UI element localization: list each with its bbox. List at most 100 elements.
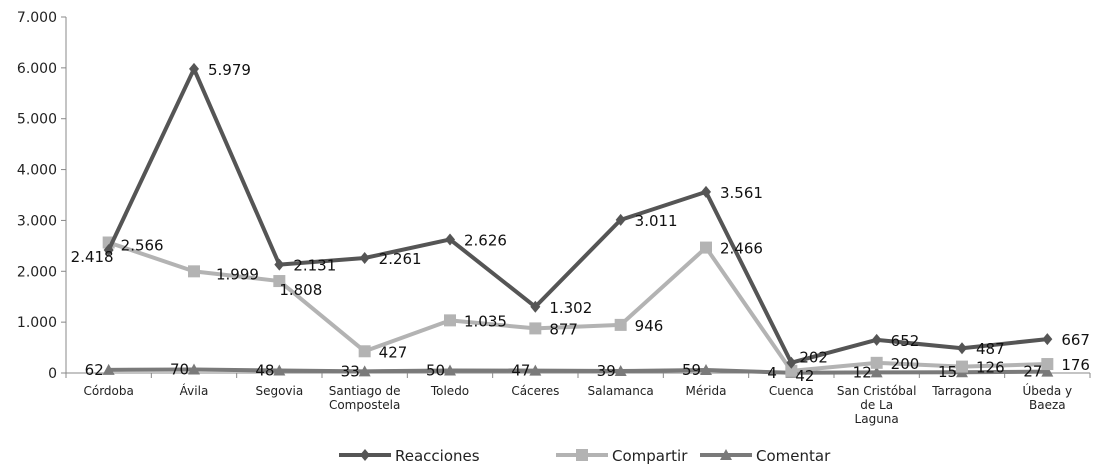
data-point-reacciones <box>786 356 797 369</box>
data-point-comentar <box>102 363 115 375</box>
x-tick-label: Tarragona <box>931 384 992 398</box>
data-label-compartir: 1.999 <box>216 265 259 283</box>
data-label-reacciones: 652 <box>891 332 920 350</box>
data-label-compartir: 42 <box>795 367 814 385</box>
data-point-compartir <box>614 318 627 331</box>
series-reacciones <box>103 62 1053 369</box>
data-point-comentar <box>444 364 456 376</box>
data-point-comentar <box>1041 365 1054 377</box>
data-label-compartir: 427 <box>379 343 408 361</box>
data-label-comentar: 59 <box>682 361 701 379</box>
data-label-compartir: 2.466 <box>720 240 763 258</box>
legend-item-comentar: Comentar <box>700 447 831 464</box>
data-point-comentar <box>273 364 286 376</box>
data-point-reacciones <box>359 252 370 265</box>
data-label-comentar: 47 <box>511 362 530 380</box>
y-tick-label: 2.000 <box>17 264 57 280</box>
data-label-compartir: 946 <box>635 317 664 335</box>
legend-item-reacciones: Reacciones <box>339 447 480 464</box>
legend-marker <box>576 449 588 461</box>
y-tick-label: 5.000 <box>17 112 57 128</box>
x-tick-label: Ávila <box>180 383 209 398</box>
data-point-compartir <box>188 265 200 278</box>
data-label-reacciones: 487 <box>976 340 1005 358</box>
data-label-reacciones: 3.561 <box>720 184 763 202</box>
x-tick-label: Santiago de Compostela <box>329 384 401 412</box>
data-point-reacciones <box>1042 333 1053 346</box>
data-point-reacciones <box>701 185 711 198</box>
x-tick-label: Úbeda y Baeza <box>1022 383 1072 412</box>
data-point-reacciones <box>871 333 882 346</box>
data-point-comentar <box>188 363 200 375</box>
data-point-reacciones <box>189 62 199 75</box>
data-point-reacciones <box>445 233 455 246</box>
series-comentar <box>102 363 1054 378</box>
data-label-comentar: 4 <box>767 364 777 382</box>
data-point-comentar <box>529 364 542 376</box>
data-label-compartir: 176 <box>1061 356 1090 374</box>
x-tick-label: Segovia <box>255 384 303 398</box>
data-label-comentar: 50 <box>426 361 445 379</box>
data-point-compartir <box>273 275 286 288</box>
data-label-comentar: 12 <box>853 363 872 381</box>
data-label-compartir: 2.566 <box>121 237 164 255</box>
y-axis: 0 1.000 2.000 3.000 4.000 5.000 6.000 7.000 <box>17 10 67 382</box>
data-point-compartir <box>870 356 883 369</box>
data-label-comentar: 33 <box>341 362 360 380</box>
data-labels: 2.418 5.979 2.131 2.261 2.626 1.302 3.011 3.561… <box>71 61 1090 385</box>
legend-label: Comentar <box>756 447 831 464</box>
y-tick-label: 4.000 <box>17 163 57 179</box>
data-label-comentar: 62 <box>85 361 104 379</box>
x-tick-label: Mérida <box>686 384 727 398</box>
data-point-compartir <box>1041 358 1054 371</box>
legend: Reacciones Compartir Comentar <box>339 447 831 464</box>
data-point-reacciones <box>274 258 285 271</box>
data-label-comentar: 39 <box>597 362 616 380</box>
data-point-comentar <box>358 365 371 377</box>
data-label-compartir: 1.035 <box>464 312 507 330</box>
data-label-reacciones: 667 <box>1061 331 1090 349</box>
data-point-reacciones <box>615 213 626 226</box>
data-point-reacciones <box>103 244 114 257</box>
legend-item-compartir: Compartir <box>556 447 688 464</box>
data-label-compartir: 1.808 <box>279 281 322 299</box>
data-label-compartir: 126 <box>976 359 1005 377</box>
data-point-comentar <box>614 365 627 377</box>
y-tick-label: 6.000 <box>17 61 57 77</box>
data-point-reacciones <box>530 300 541 313</box>
y-tick-label: 3.000 <box>17 213 57 229</box>
x-tick-label: San Cristóbal de La Laguna <box>837 384 917 426</box>
series-line-reacciones <box>106 66 1048 365</box>
x-tick-label: Córdoba <box>83 384 133 398</box>
data-label-reacciones: 5.979 <box>208 61 251 79</box>
legend-label: Compartir <box>612 447 688 464</box>
legend-label: Reacciones <box>395 447 480 464</box>
data-point-compartir <box>700 241 712 254</box>
data-label-reacciones: 3.011 <box>635 212 678 230</box>
data-label-comentar: 15 <box>938 363 957 381</box>
y-tick-label: 0 <box>48 366 57 382</box>
x-tick-label: Toledo <box>430 384 469 398</box>
data-label-compartir: 200 <box>891 355 920 373</box>
x-tick-label: Cuenca <box>769 384 814 398</box>
data-label-reacciones: 2.261 <box>379 250 422 268</box>
series-layer <box>102 62 1054 378</box>
data-label-reacciones: 2.626 <box>464 231 507 249</box>
data-point-reacciones <box>957 342 967 355</box>
x-tick-label: Salamanca <box>588 384 654 398</box>
y-tick-label: 1.000 <box>17 315 57 331</box>
data-label-compartir: 877 <box>549 320 578 338</box>
legend-marker <box>720 449 732 460</box>
y-tick-label: 7.000 <box>17 10 57 26</box>
data-point-compartir <box>956 360 968 373</box>
legend-marker <box>360 449 370 461</box>
x-tick-label: Cáceres <box>511 384 559 398</box>
data-label-reacciones: 1.302 <box>549 299 592 317</box>
data-point-compartir <box>785 364 798 377</box>
data-point-comentar <box>870 366 883 378</box>
data-point-comentar <box>700 363 712 375</box>
data-label-comentar: 27 <box>1023 363 1042 381</box>
x-axis: Córdoba Ávila Segovia Santiago de Compostela… <box>65 372 1091 426</box>
data-label-reacciones: 2.418 <box>71 248 114 266</box>
